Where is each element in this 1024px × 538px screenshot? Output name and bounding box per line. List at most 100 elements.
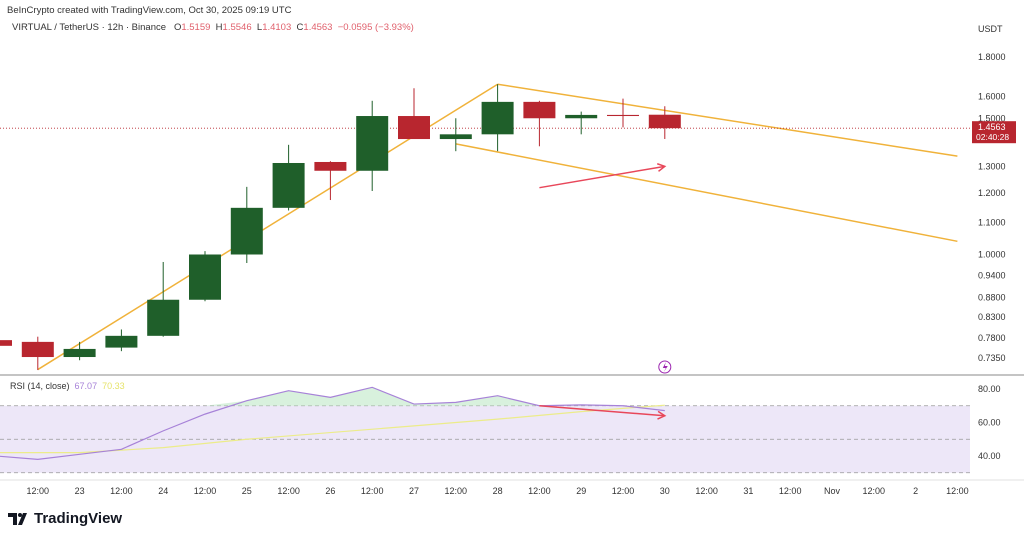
lightning-bolt [662,362,668,372]
candle-body [0,340,12,346]
change-value: −0.0595 (−3.93%) [337,22,414,33]
time-axis-tick: 12:00 [946,486,969,496]
time-axis-tick: Nov [824,486,841,496]
arrow-head [657,410,667,420]
price-axis-tick: 1.1000 [978,217,1006,227]
time-axis-tick: 12:00 [110,486,133,496]
candle [481,84,514,152]
candle-body [147,299,180,336]
price-axis-tick: 0.8300 [978,312,1006,322]
time-axis-tick: 12:00 [528,486,551,496]
candle-body [21,341,54,358]
price-axis-tick: 1.5000 [978,113,1006,123]
candle-body [523,101,556,119]
rsi-ma-value: 70.33 [102,381,125,391]
rsi-label: RSI (14, close) [10,381,70,391]
rsi-axis-tick: 40.00 [978,451,1001,461]
arrow-head [656,163,667,172]
price-axis-tick: 1.0000 [978,249,1006,259]
time-axis-tick: 31 [743,486,753,496]
time-axis-tick: 28 [493,486,503,496]
candle-body [63,348,96,358]
time-axis-tick: 26 [325,486,335,496]
time-axis-tick: 12:00 [779,486,802,496]
time-axis-tick: 12:00 [445,486,468,496]
symbol-title: VIRTUAL / TetherUS · 12h · Binance [12,22,167,33]
candle [0,340,12,346]
open-label: O [173,22,182,33]
candle-body [398,116,430,140]
time-axis-tick: 27 [409,486,419,496]
close-value: 1.4563 [303,22,333,33]
time-axis-tick: 12:00 [361,486,384,496]
candle [272,144,305,211]
rsi-arrow [539,405,667,420]
rsi-value: 67.07 [74,381,98,391]
last-price-text: 1.4563 [978,122,1006,132]
candle [439,118,472,152]
candle-body [439,134,472,140]
candle [648,106,681,139]
time-axis-tick: 12:00 [612,486,635,496]
candle-body [272,162,305,208]
price-axis-tick: 0.9400 [978,270,1006,280]
time-axis-tick: 12:00 [277,486,300,496]
arrow-shaft [539,165,665,189]
candle [607,98,639,128]
candle [189,251,221,302]
price-axis-tick: 0.8800 [978,292,1006,302]
time-axis-tick: 29 [576,486,586,496]
candle-body [356,116,389,171]
arrow-shaft [539,405,665,417]
candle-body [189,254,221,300]
time-axis-tick: 30 [660,486,670,496]
last-price-badge [972,121,1016,144]
time-axis-tick: 23 [75,486,85,496]
open-value: 1.5159 [181,22,211,33]
time-axis-tick: 24 [158,486,168,496]
candle-body [230,207,263,255]
trendline [497,83,958,157]
price-axis-tick: 1.2000 [978,188,1006,198]
price-unit: USDT [978,24,1003,34]
candle-body [648,114,681,129]
candle [314,161,347,201]
price-axis-tick: 1.8000 [978,52,1006,62]
candle-body [314,161,347,171]
candle [21,336,54,371]
candle [356,100,389,192]
rsi-line [0,386,665,460]
candle-body [565,114,598,119]
candle [523,100,556,147]
low-label: L [256,22,263,33]
low-value: 1.4103 [262,22,292,33]
chart-credit: BeInCrypto created with TradingView.com,… [7,5,292,16]
high-label: H [215,22,223,33]
price-axis-tick: 1.6000 [978,92,1006,102]
time-axis-tick: 12:00 [194,486,217,496]
price-arrow [539,163,667,189]
time-axis-tick: 12:00 [863,486,886,496]
rsi-axis-tick: 60.00 [978,418,1001,428]
candle [105,329,138,352]
lightning-icon [658,360,672,374]
high-value: 1.5546 [222,22,252,33]
tradingview-logo[interactable]: TradingView [8,510,122,527]
candle-body [481,101,514,135]
price-axis-tick: 0.7350 [978,353,1006,363]
candle [230,186,263,264]
price-axis-tick: 1.3000 [978,161,1006,171]
time-axis-tick: 25 [242,486,252,496]
trendline [455,143,958,243]
symbol-legend: VIRTUAL / TetherUS · 12h · Binance O1.51… [12,22,414,33]
close-label: C [296,22,304,33]
countdown-text: 02:40:28 [976,132,1009,142]
candle [63,341,96,361]
candle [398,88,430,140]
rsi-legend: RSI (14, close) 67.07 70.33 [10,381,125,391]
rsi-axis-tick: 80.00 [978,384,1001,394]
rsi-overbought-fill [0,387,665,406]
price-axis-tick: 0.7800 [978,333,1006,343]
time-axis-tick: 12:00 [695,486,718,496]
